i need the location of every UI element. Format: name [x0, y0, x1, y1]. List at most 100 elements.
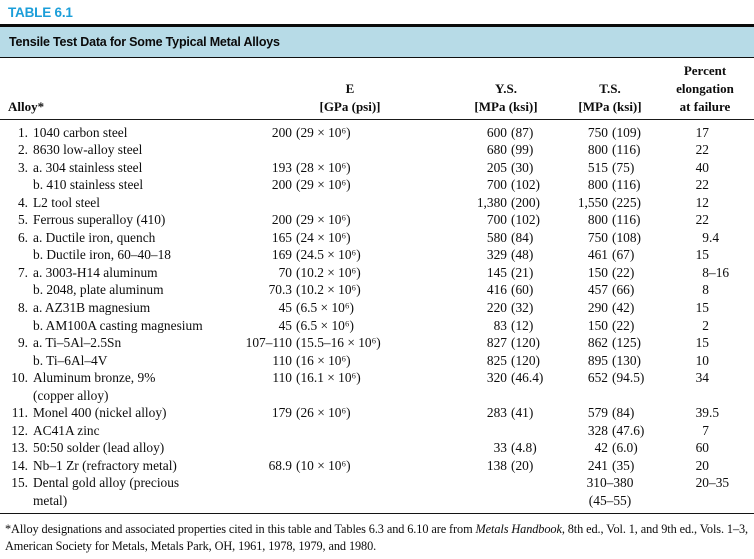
e-value: 179 [271, 405, 292, 421]
ts-value: 515 [587, 159, 608, 175]
ys-value [436, 474, 507, 492]
elongation-value: 39 [695, 405, 709, 421]
ys-ksi-value: (87) [511, 124, 534, 140]
e-value: 110 [272, 370, 292, 386]
e-value: 45 [278, 299, 292, 315]
ys-ksi-value: (84) [511, 229, 534, 245]
ys-value: 205 [486, 159, 507, 175]
ts-value: 1,550 [577, 194, 608, 210]
alloy-number [8, 281, 28, 299]
alloy-number [8, 317, 28, 335]
elongation-suffix [709, 352, 754, 370]
elongation-value: 7 [702, 422, 709, 438]
alloy-name: b. 2048, plate aluminum [33, 282, 164, 298]
ts-value: (45–55) [588, 492, 632, 508]
ys-ksi-value: (12) [511, 317, 534, 333]
alloy-name: a. 3003-H14 aluminum [33, 264, 158, 280]
column-header-ts: T.S. [MPa (ksi)] [578, 80, 641, 117]
e-psi-value: (10.2 × 10⁶) [296, 282, 361, 298]
alloy-number: 5. [17, 212, 28, 228]
elongation-suffix [709, 281, 754, 299]
ts-value: 150 [587, 264, 608, 280]
elongation-suffix [709, 176, 754, 194]
alloy-name: L2 tool steel [33, 194, 100, 210]
e-psi-value: (6.5 × 10⁶) [296, 299, 354, 315]
e-value [233, 194, 292, 212]
ys-ksi-value [507, 492, 560, 510]
elongation-suffix: –16 [709, 264, 730, 280]
alloy-number [8, 246, 28, 264]
footnote-text-pre: *Alloy designations and associated prope… [5, 522, 476, 537]
footnote-line2: 9th ed., Vols. 1–3, American Society for… [5, 522, 749, 553]
elongation-suffix [709, 124, 754, 142]
elongation-value: 15 [695, 335, 709, 351]
e-value [233, 387, 292, 405]
ys-value: 827 [486, 335, 507, 351]
e-value: 68.9 [268, 457, 292, 473]
e-psi-value [292, 387, 436, 405]
alloy-number: 13. [11, 440, 28, 456]
alloy-name: Monel 400 (nickel alloy) [33, 405, 167, 421]
e-value: 70.3 [268, 282, 292, 298]
table-row: (copper alloy) [0, 387, 754, 405]
alloy-number: 3. [17, 159, 28, 175]
ts-value: 42 [594, 440, 608, 456]
bottom-rule [0, 512, 754, 515]
e-psi-value [292, 474, 436, 492]
alloy-number [8, 352, 28, 370]
ts-value: 895 [587, 352, 608, 368]
ts-ksi-value: (67) [612, 247, 635, 263]
table-row: 12. AC41A zinc 328 (47.6) 7 [0, 422, 754, 440]
ts-value: 310–380 [586, 475, 634, 491]
ts-ksi-value: (84) [612, 405, 635, 421]
e-value: 107–110 [245, 335, 292, 351]
column-header-e-symbol: E [345, 80, 355, 96]
ts-value: 150 [587, 317, 608, 333]
e-psi-value: (16.1 × 10⁶) [296, 370, 361, 386]
elongation-suffix [709, 422, 754, 440]
ts-value: 461 [587, 247, 608, 263]
alloy-number: 8. [17, 299, 28, 315]
table-row: 2. 8630 low-alloy steel 680 (99) 800 (11… [0, 141, 754, 159]
elongation-suffix [709, 159, 754, 177]
column-header-e-units: [GPa (psi)] [319, 99, 381, 115]
table-row: 3. a. 304 stainless steel 193 (28 × 10⁶)… [0, 159, 754, 177]
ts-value: 241 [587, 457, 608, 473]
ys-ksi-value [507, 387, 560, 405]
ys-ksi-value: (21) [511, 264, 534, 280]
ts-ksi-value: (116) [612, 212, 641, 228]
table-row: b. 410 stainless steel 200 (29 × 10⁶) 70… [0, 176, 754, 194]
ts-value: 579 [587, 405, 608, 421]
ts-value: 290 [587, 299, 608, 315]
ts-ksi-value: (130) [612, 352, 642, 368]
alloy-name: a. 304 stainless steel [33, 159, 143, 175]
column-header-ys-units: [MPa (ksi)] [474, 99, 538, 115]
elongation-value: 22 [695, 142, 709, 158]
e-psi-value: (15.5–16 × 10⁶) [296, 335, 381, 351]
elongation-value [660, 387, 709, 405]
alloy-number: 14. [11, 457, 28, 473]
column-header-ys-symbol: Y.S. [495, 80, 517, 96]
ys-ksi-value: (99) [511, 142, 534, 158]
alloy-name: 1040 carbon steel [33, 124, 128, 140]
e-value [233, 439, 292, 457]
ts-ksi-value: (66) [612, 282, 635, 298]
table-row: 15. Dental gold alloy (precious 310–380 … [0, 474, 754, 492]
ys-value: 320 [486, 370, 507, 386]
title-banner: Tensile Test Data for Some Typical Metal… [0, 26, 754, 58]
elongation-suffix [709, 246, 754, 264]
ts-ksi-value: (125) [612, 335, 642, 351]
elongation-value: 20 [695, 475, 709, 491]
e-psi-value [292, 141, 436, 159]
elongation-suffix: –35 [709, 475, 730, 491]
ys-value: 1,380 [476, 194, 507, 210]
e-psi-value: (6.5 × 10⁶) [296, 317, 354, 333]
elongation-value: 15 [695, 299, 709, 315]
ys-value: 416 [486, 282, 507, 298]
e-value: 70 [278, 264, 292, 280]
footnote-book-title: Metals Handbook [475, 522, 562, 537]
ys-ksi-value [507, 422, 560, 440]
elongation-value: 40 [695, 159, 709, 175]
ys-value [436, 422, 507, 440]
ys-ksi-value: (48) [511, 247, 534, 263]
